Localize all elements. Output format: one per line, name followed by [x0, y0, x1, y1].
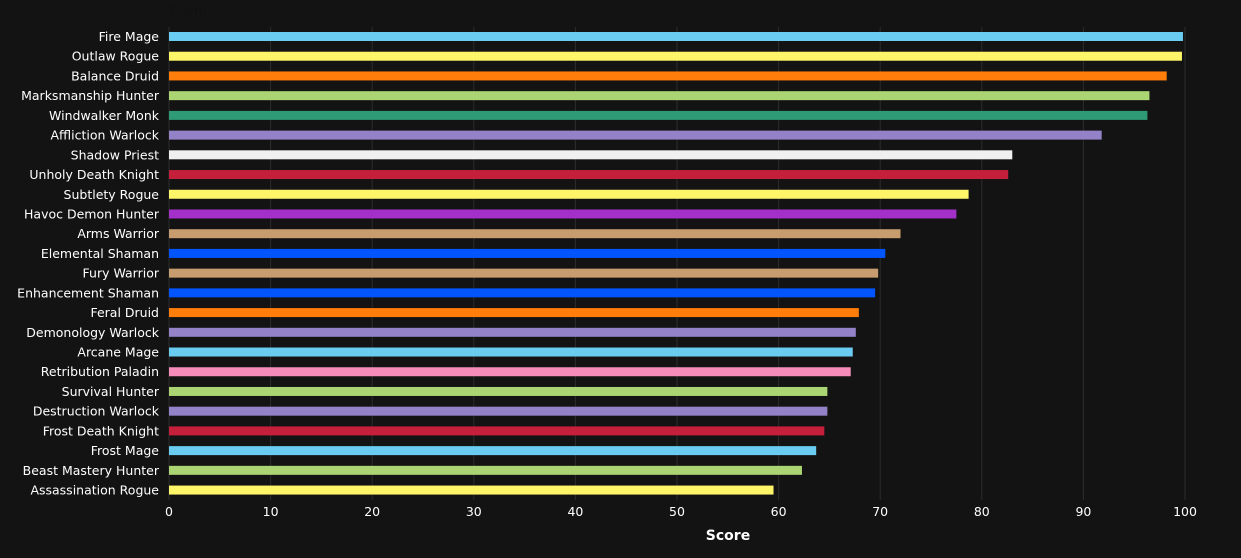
x-tick-label: 80	[974, 504, 990, 519]
category-label: Havoc Demon Hunter	[24, 206, 160, 221]
category-label: Arms Warrior	[77, 226, 160, 241]
bar[interactable]	[169, 71, 1167, 81]
bar[interactable]	[169, 150, 1013, 160]
bar[interactable]	[169, 229, 901, 239]
bar[interactable]	[169, 465, 802, 475]
bar[interactable]	[169, 367, 851, 377]
x-axis-ticks: 0 10 20 30 40 50 60 70 80 90 100	[165, 504, 1197, 519]
bar[interactable]	[169, 446, 817, 456]
category-label: Beast Mastery Hunter	[23, 463, 160, 478]
bar[interactable]	[169, 209, 957, 219]
category-label: Feral Druid	[90, 305, 159, 320]
bar[interactable]	[169, 386, 828, 396]
x-tick-label: 30	[466, 504, 482, 519]
category-label: Survival Hunter	[62, 384, 160, 399]
category-label: Shadow Priest	[71, 147, 159, 162]
bar[interactable]	[169, 406, 828, 416]
gridlines	[168, 27, 1186, 500]
x-axis-title: Score	[706, 528, 750, 544]
bar[interactable]	[169, 248, 886, 258]
bar[interactable]	[169, 51, 1182, 61]
bar[interactable]	[169, 130, 1102, 140]
category-label: Outlaw Rogue	[72, 49, 160, 64]
bar[interactable]	[169, 347, 853, 357]
bar[interactable]	[169, 170, 1009, 180]
x-tick-label: 10	[263, 504, 279, 519]
category-label: Subtlety Rogue	[64, 187, 160, 202]
bar[interactable]	[169, 189, 969, 199]
zoom-label[interactable]: Zoom	[169, 4, 206, 19]
category-label: Affliction Warlock	[51, 128, 160, 143]
category-label: Fury Warrior	[83, 266, 160, 281]
category-label: Arcane Mage	[77, 345, 159, 360]
category-label: Demonology Warlock	[26, 325, 159, 340]
bar[interactable]	[169, 268, 879, 278]
bar[interactable]	[169, 91, 1150, 101]
category-label: Retribution Paladin	[41, 364, 159, 379]
category-label: Assassination Rogue	[30, 483, 159, 498]
category-label: Marksmanship Hunter	[21, 88, 160, 103]
bar[interactable]	[169, 426, 825, 436]
bar[interactable]	[169, 110, 1148, 120]
category-label: Frost Mage	[91, 443, 160, 458]
bar[interactable]	[169, 32, 1183, 41]
category-label: Balance Druid	[71, 68, 159, 83]
x-tick-label: 20	[364, 504, 380, 519]
x-tick-label: 0	[165, 504, 173, 519]
category-label: Elemental Shaman	[41, 246, 159, 261]
bar[interactable]	[169, 485, 774, 495]
category-label: Fire Mage	[99, 29, 160, 44]
category-label: Unholy Death Knight	[29, 167, 159, 182]
category-label: Frost Death Knight	[43, 423, 159, 438]
bars	[169, 32, 1183, 495]
bar[interactable]	[169, 308, 859, 318]
category-label: Windwalker Monk	[49, 108, 160, 123]
x-tick-label: 50	[669, 504, 685, 519]
category-label: Enhancement Shaman	[17, 285, 159, 300]
category-label: Destruction Warlock	[33, 404, 160, 419]
x-tick-label: 100	[1173, 504, 1197, 519]
category-labels: Fire Mage Outlaw Rogue Balance Druid Marksm…	[17, 29, 160, 498]
x-tick-label: 90	[1075, 504, 1091, 519]
x-tick-label: 60	[771, 504, 787, 519]
x-tick-label: 40	[567, 504, 583, 519]
x-tick-label: 70	[872, 504, 888, 519]
bar[interactable]	[169, 327, 856, 337]
bar[interactable]	[169, 288, 876, 298]
